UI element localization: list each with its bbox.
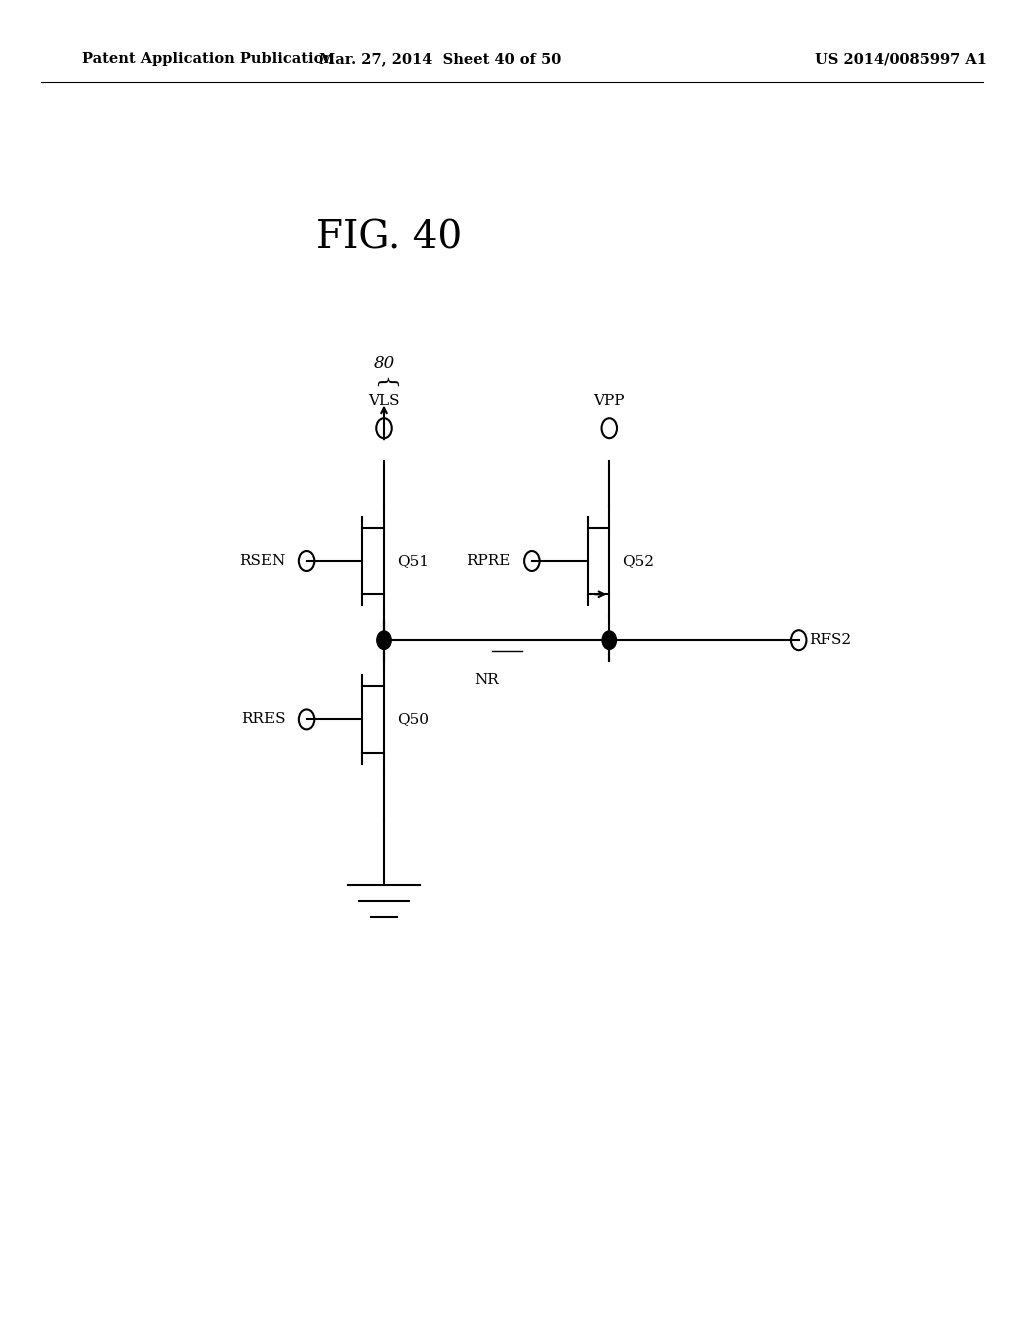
Circle shape <box>602 631 616 649</box>
Text: RPRE: RPRE <box>467 554 511 568</box>
Circle shape <box>377 631 391 649</box>
Text: Q52: Q52 <box>623 554 654 568</box>
Text: RFS2: RFS2 <box>809 634 852 647</box>
Text: VPP: VPP <box>594 395 625 408</box>
Text: Mar. 27, 2014  Sheet 40 of 50: Mar. 27, 2014 Sheet 40 of 50 <box>319 53 561 66</box>
Text: {: { <box>373 376 395 389</box>
Text: 80: 80 <box>374 355 394 371</box>
Text: FIG. 40: FIG. 40 <box>316 219 462 256</box>
Text: RSEN: RSEN <box>240 554 286 568</box>
Text: NR: NR <box>474 673 499 688</box>
Text: Q50: Q50 <box>397 713 429 726</box>
Text: RRES: RRES <box>241 713 286 726</box>
Text: Q51: Q51 <box>397 554 429 568</box>
Text: VLS: VLS <box>369 395 399 408</box>
Text: Patent Application Publication: Patent Application Publication <box>82 53 334 66</box>
Text: US 2014/0085997 A1: US 2014/0085997 A1 <box>815 53 987 66</box>
